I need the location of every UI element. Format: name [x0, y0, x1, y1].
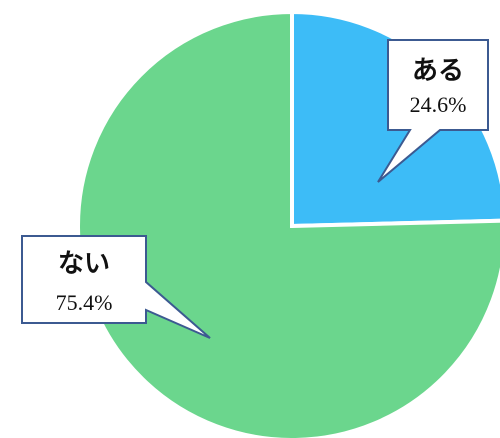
label-nai-percent: 75.4%	[56, 290, 113, 315]
label-nai-name: ない	[58, 249, 110, 279]
label-aru-percent: 24.6%	[410, 92, 467, 117]
callout-nai-box	[21, 235, 211, 339]
pie-slice-nai	[76, 9, 500, 438]
callout-nai: ない 75.4%	[21, 235, 211, 339]
callout-aru-box	[377, 39, 489, 183]
label-aru-name: ある	[412, 56, 464, 86]
callout-aru: ある 24.6%	[377, 39, 489, 183]
